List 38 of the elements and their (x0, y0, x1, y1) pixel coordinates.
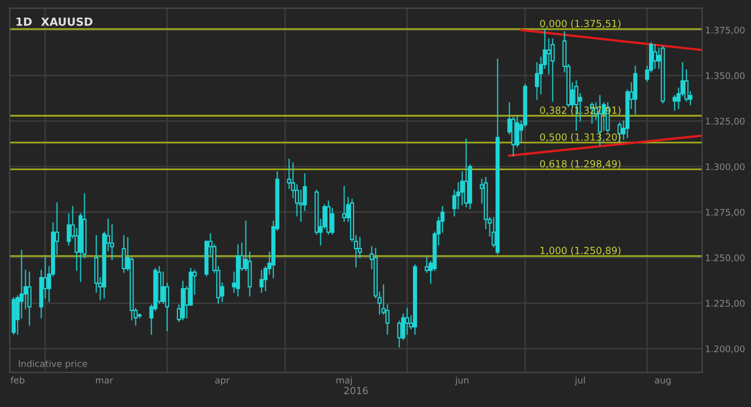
y-tick-label: 1.275,00 (706, 208, 745, 217)
candlestick (161, 272, 166, 304)
candlestick (652, 44, 658, 69)
annotation: Indicative price (18, 360, 87, 369)
candlestick (397, 320, 402, 348)
x-tick-label: mar (96, 378, 114, 384)
x-tick-label: apr (215, 378, 230, 386)
y-tick-label: 1.375,00 (706, 26, 745, 34)
candlestick (260, 270, 264, 293)
candlestick (460, 171, 464, 206)
text: 1D (16, 18, 32, 26)
candlestick (464, 138, 468, 208)
candlestick (27, 272, 32, 326)
candlestick (122, 235, 126, 273)
candlestick (550, 38, 555, 102)
x-axis-title: 2016 (344, 386, 368, 394)
candlestick (424, 257, 429, 273)
y-tick-label: 1.350,00 (706, 72, 745, 80)
x-tick-label: jun (455, 376, 468, 386)
ref-line-label: 0,618 (1.298,49) (540, 160, 620, 169)
x-tick-label: jul (574, 376, 585, 386)
text: XAUUSD (41, 17, 92, 26)
candlestick (546, 38, 551, 74)
candlestick (672, 94, 677, 111)
candlestick (405, 308, 410, 335)
x-tick-label: feb (10, 376, 24, 384)
y-tick-label: 1.250,00 (706, 254, 745, 262)
ref-line-label: 1,000 (1.250,89) (540, 246, 620, 256)
candlestick (342, 186, 346, 222)
y-tick-label: 1.300,00 (706, 163, 745, 172)
x-tick-label: maj (336, 376, 352, 386)
x-tick-label: aug (654, 378, 671, 386)
y-tick-label: 1.225,00 (706, 300, 745, 308)
ref-line-label: 0,000 (1.375,51) (540, 20, 620, 28)
y-tick-label: 1.200,00 (706, 345, 745, 354)
candlestick (330, 208, 334, 235)
y-tick-label: 1.325,00 (706, 118, 745, 126)
candlestick (515, 114, 520, 148)
